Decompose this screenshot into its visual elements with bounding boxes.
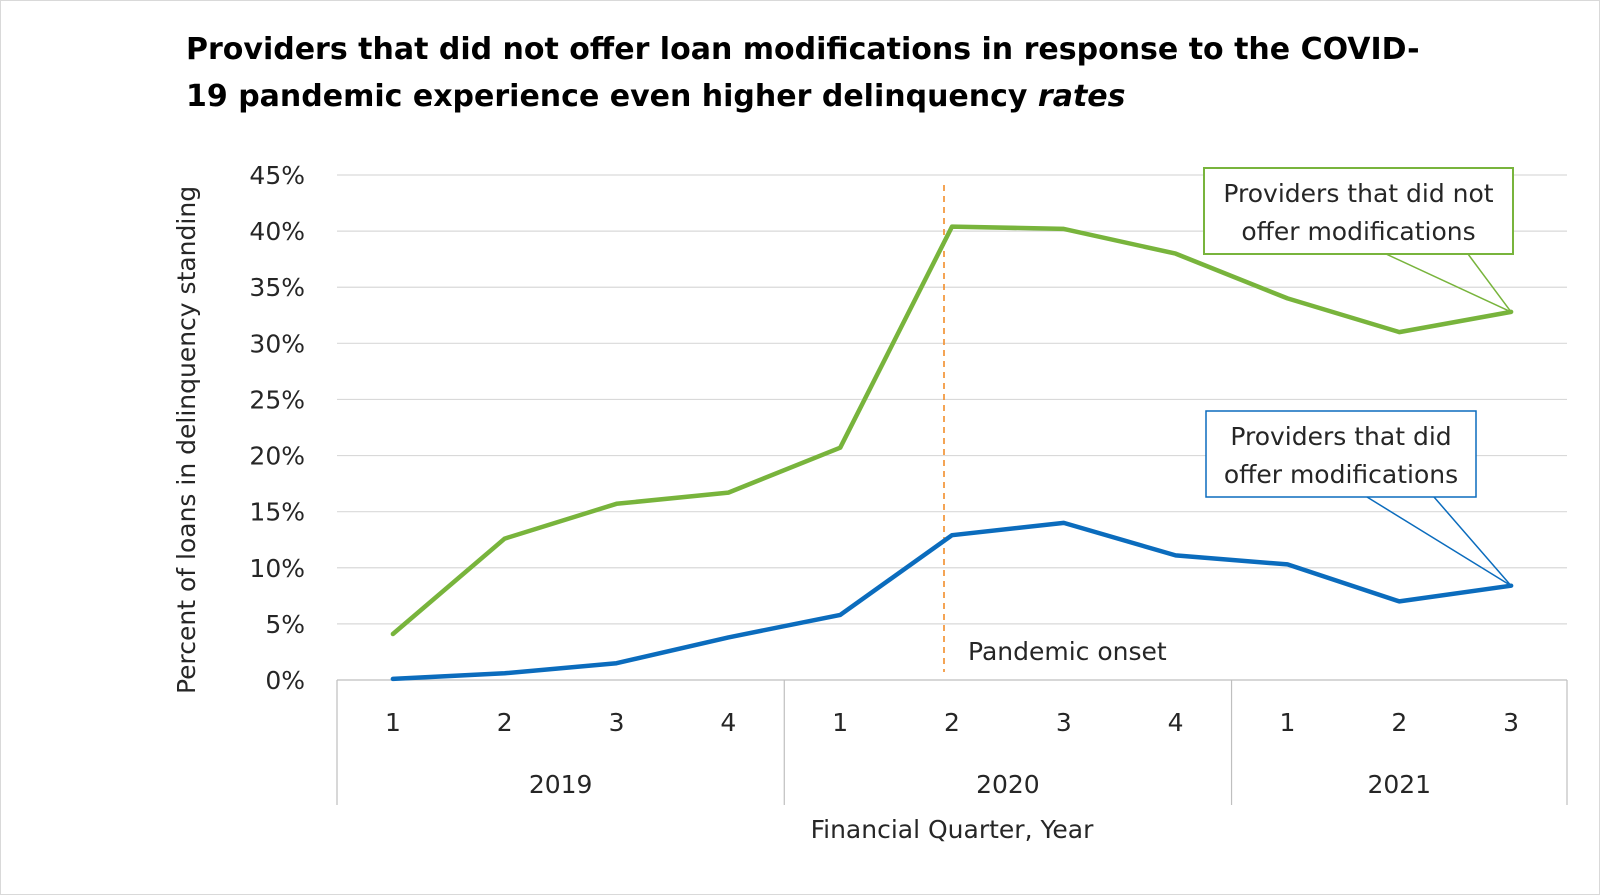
callout-text: offer modifications [1241, 217, 1475, 246]
x-tick-label: 3 [1056, 708, 1072, 737]
series-callouts: Providers that did not offer modification… [1203, 167, 1514, 587]
y-tick-label: 35% [249, 273, 305, 302]
callout-pointer [1385, 253, 1512, 313]
pandemic-onset-label: Pandemic onset [968, 637, 1167, 666]
y-axis-tick-labels: 0% 5% 10% 15% 20% 25% 30% 35% 40% 45% [249, 161, 305, 695]
pandemic-onset-annotation: Pandemic onset [943, 185, 1167, 672]
year-label: 2021 [1367, 770, 1431, 799]
x-tick-label: 4 [1168, 708, 1184, 737]
y-tick-label: 25% [249, 385, 305, 414]
x-axis: 1 2 3 4 1 2 3 4 1 2 3 2019 2020 2021 [336, 680, 1568, 805]
callout-no-modifications: Providers that did not offer modification… [1203, 167, 1514, 313]
callout-modifications: Providers that did offer modifications [1205, 410, 1512, 587]
series-lines [390, 224, 1514, 682]
y-axis-label: Percent of loans in delinquency standing [172, 186, 201, 694]
y-tick-label: 40% [249, 217, 305, 246]
series-line-modifications [390, 520, 1514, 682]
series-line-no-modifications [390, 224, 1514, 637]
x-tick-label: 2 [944, 708, 960, 737]
x-axis-label: Financial Quarter, Year [811, 815, 1095, 844]
x-tick-label: 1 [832, 708, 848, 737]
year-label: 2019 [529, 770, 593, 799]
callout-text: offer modifications [1224, 460, 1458, 489]
callout-pointer [1366, 496, 1512, 587]
title-emphasis: rates [1037, 79, 1126, 114]
y-tick-label: 45% [249, 161, 305, 190]
callout-box [1205, 410, 1477, 498]
callout-box [1203, 167, 1514, 255]
x-tick-label: 4 [720, 708, 736, 737]
callout-text: Providers that did not [1223, 179, 1493, 208]
y-tick-label: 5% [265, 610, 305, 639]
y-tick-label: 20% [249, 442, 305, 471]
x-tick-label: 3 [609, 708, 625, 737]
x-tick-label: 3 [1503, 708, 1519, 737]
y-tick-label: 0% [265, 666, 305, 695]
chart-title: Providers that did not offer loan modifi… [186, 26, 1446, 120]
year-label: 2020 [976, 770, 1040, 799]
y-tick-label: 10% [249, 554, 305, 583]
x-tick-label: 1 [1280, 708, 1296, 737]
x-tick-label: 2 [1391, 708, 1407, 737]
y-tick-label: 15% [249, 498, 305, 527]
callout-text: Providers that did [1230, 422, 1451, 451]
y-tick-label: 30% [249, 329, 305, 358]
title-main: Providers that did not offer loan modifi… [186, 32, 1420, 114]
x-tick-label: 1 [385, 708, 401, 737]
x-tick-label: 2 [497, 708, 513, 737]
